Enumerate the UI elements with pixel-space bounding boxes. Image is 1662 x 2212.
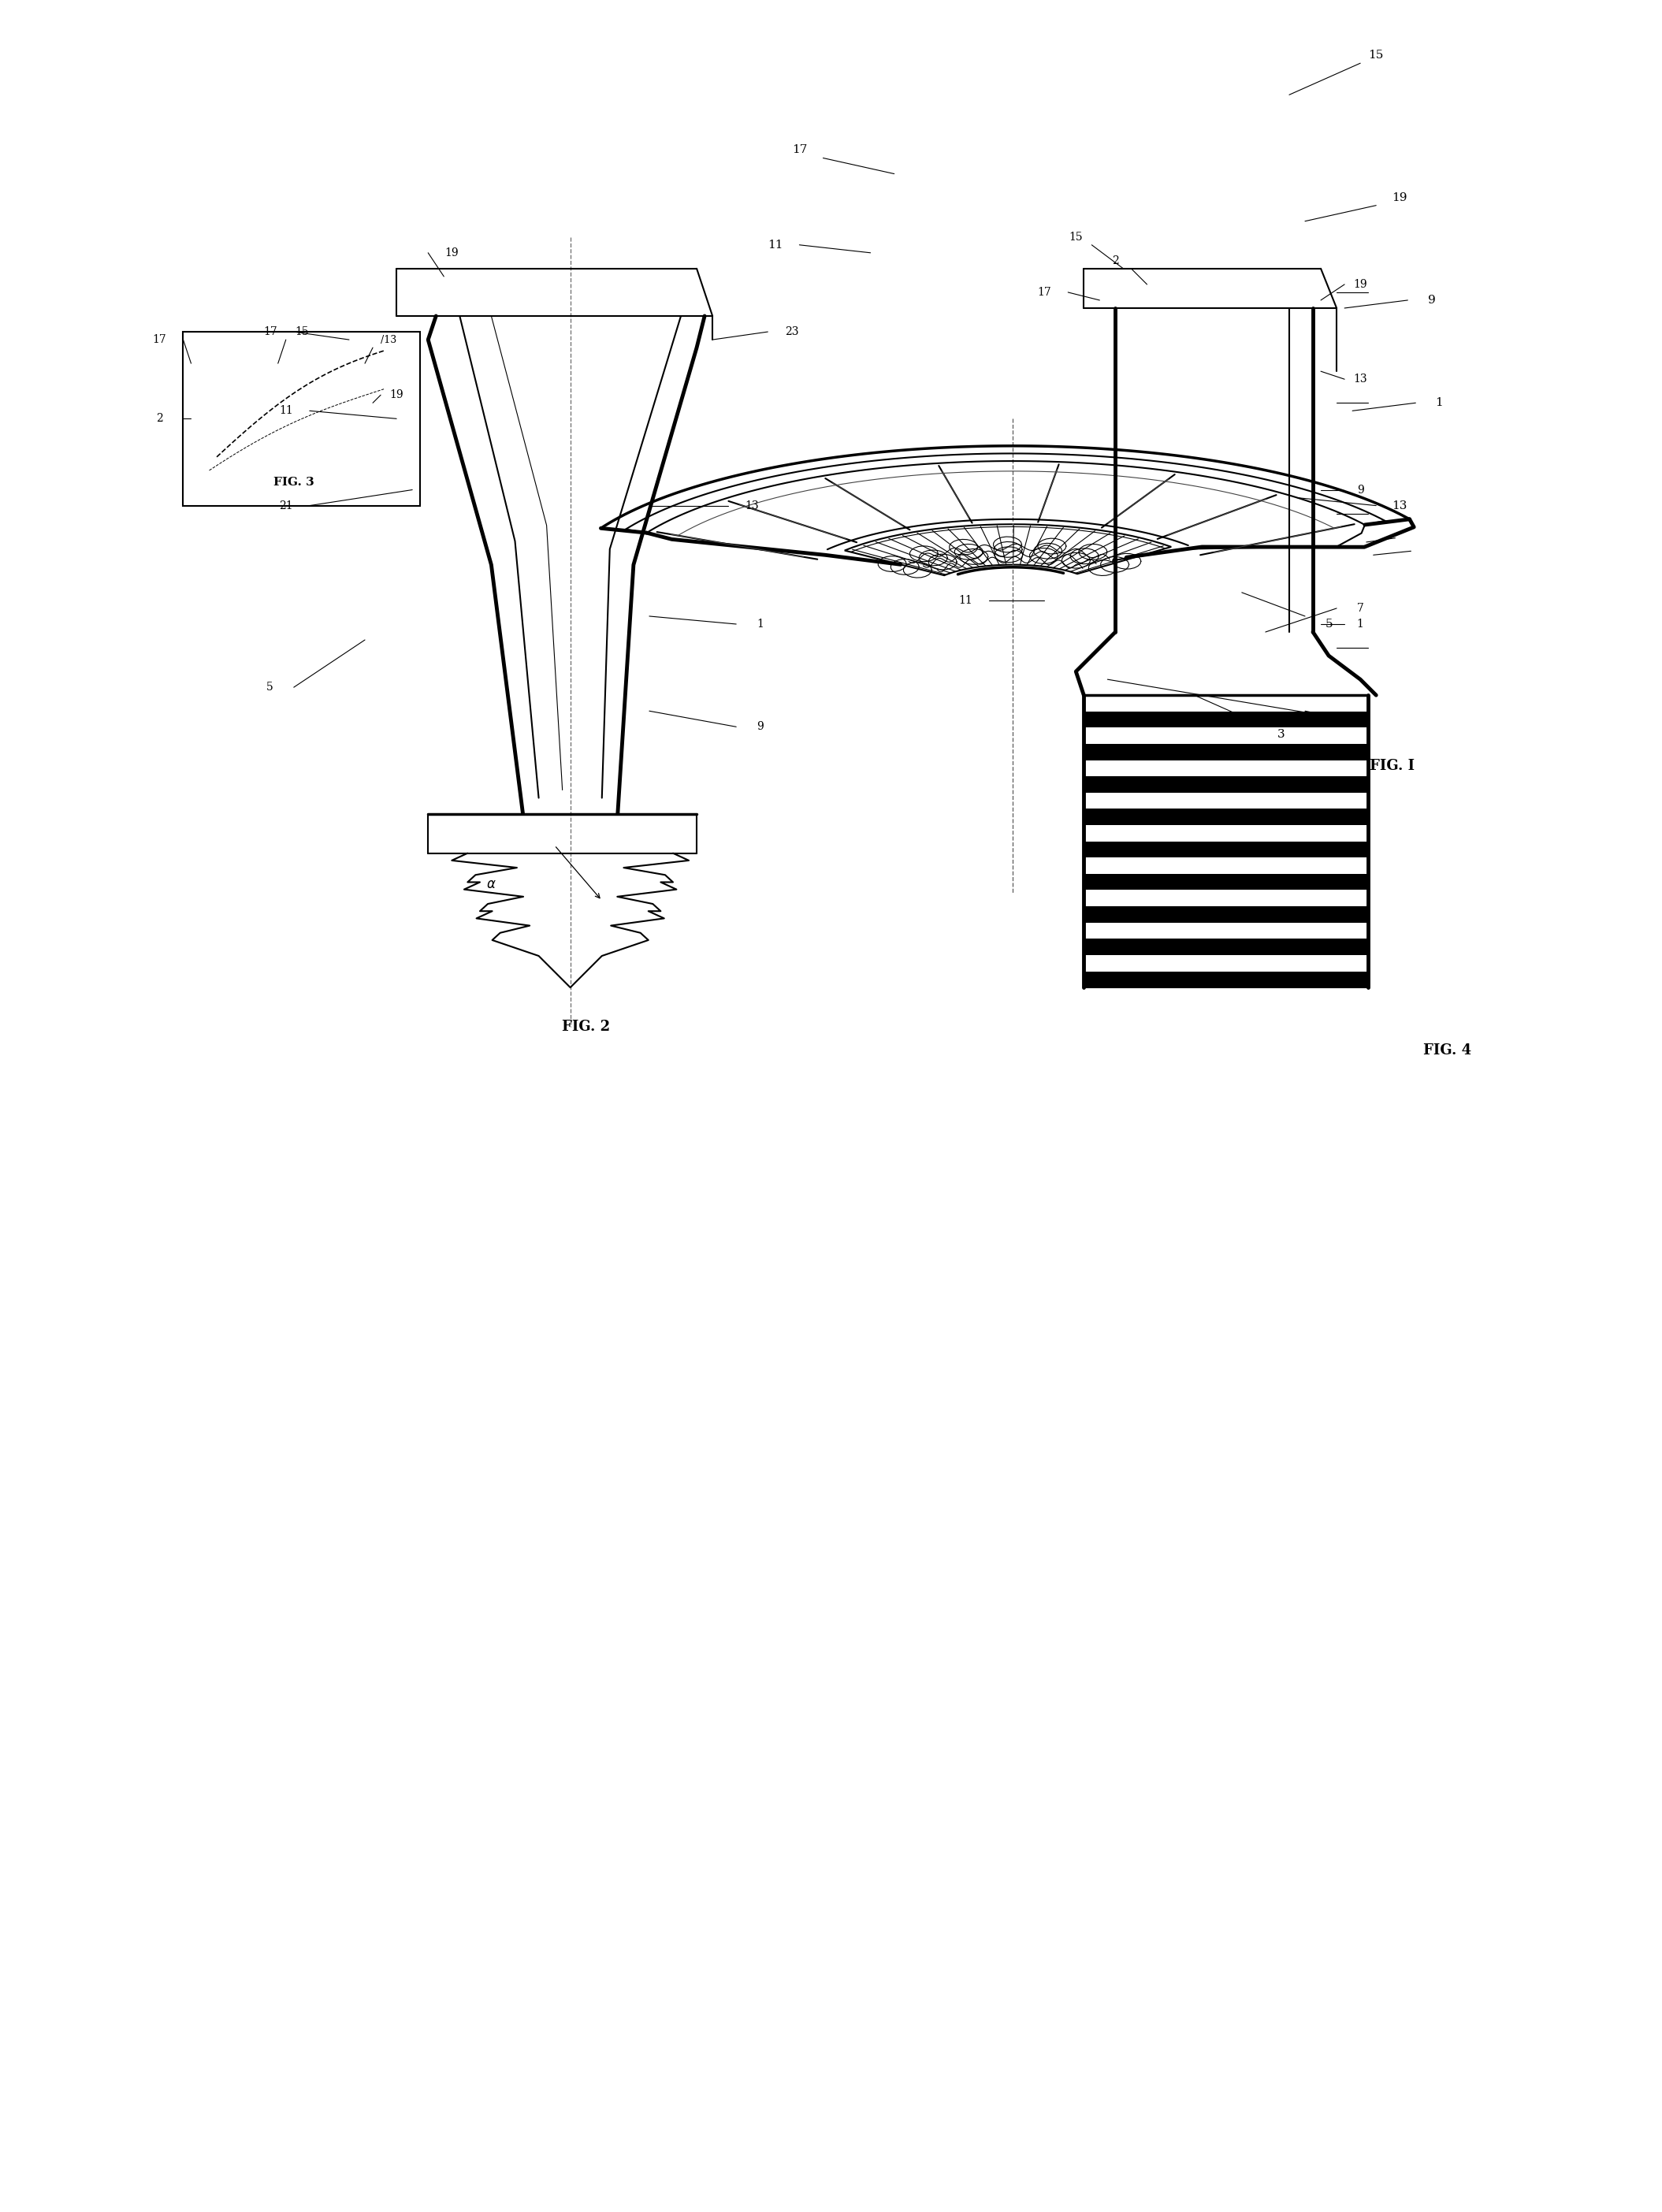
Text: 11: 11 <box>279 405 293 416</box>
Bar <box>1084 810 1368 825</box>
Text: 17: 17 <box>1037 288 1052 299</box>
Text: 15: 15 <box>1368 51 1384 60</box>
Text: /13: /13 <box>381 334 397 345</box>
Bar <box>1084 907 1368 922</box>
Polygon shape <box>844 524 1172 575</box>
Text: 2: 2 <box>1112 254 1119 265</box>
Text: 23: 23 <box>784 327 798 336</box>
Text: FIG. 2: FIG. 2 <box>562 1020 610 1033</box>
Text: 9: 9 <box>756 721 763 732</box>
Text: 1: 1 <box>1436 398 1443 409</box>
Text: 9: 9 <box>1356 484 1365 495</box>
Text: 19: 19 <box>389 389 404 400</box>
Text: 19: 19 <box>445 248 459 259</box>
Bar <box>1084 938 1368 956</box>
Bar <box>1084 743 1368 761</box>
Text: 19: 19 <box>1393 192 1408 204</box>
Text: 13: 13 <box>745 500 760 511</box>
Text: 15: 15 <box>294 327 309 336</box>
Bar <box>183 332 420 507</box>
Text: 1: 1 <box>1356 619 1365 630</box>
Bar <box>1084 874 1368 889</box>
Text: 7: 7 <box>1356 604 1365 613</box>
Text: 11: 11 <box>768 239 783 250</box>
Text: FIG. I: FIG. I <box>1369 759 1414 774</box>
Text: 17: 17 <box>153 334 166 345</box>
Bar <box>1084 841 1368 858</box>
Text: 1: 1 <box>756 619 763 630</box>
Text: 5: 5 <box>266 681 274 692</box>
Text: 17: 17 <box>263 327 278 336</box>
Text: FIG. 3: FIG. 3 <box>273 476 314 487</box>
Text: 9: 9 <box>1428 294 1436 305</box>
Text: 5: 5 <box>1325 619 1333 630</box>
Text: FIG. 4: FIG. 4 <box>1423 1044 1471 1057</box>
Text: 13: 13 <box>1353 374 1368 385</box>
Text: 15: 15 <box>1069 232 1084 243</box>
Bar <box>1084 712 1368 728</box>
Text: 21: 21 <box>279 500 293 511</box>
Text: 13: 13 <box>1393 500 1408 511</box>
Text: $\alpha$: $\alpha$ <box>487 878 497 891</box>
Text: 19: 19 <box>1353 279 1368 290</box>
Text: 5: 5 <box>1356 714 1365 723</box>
Text: 2: 2 <box>156 414 163 425</box>
Text: 3: 3 <box>1278 730 1285 741</box>
Text: 11: 11 <box>959 595 972 606</box>
Bar <box>1084 776 1368 792</box>
Bar <box>1084 971 1368 987</box>
Text: 17: 17 <box>791 144 808 155</box>
